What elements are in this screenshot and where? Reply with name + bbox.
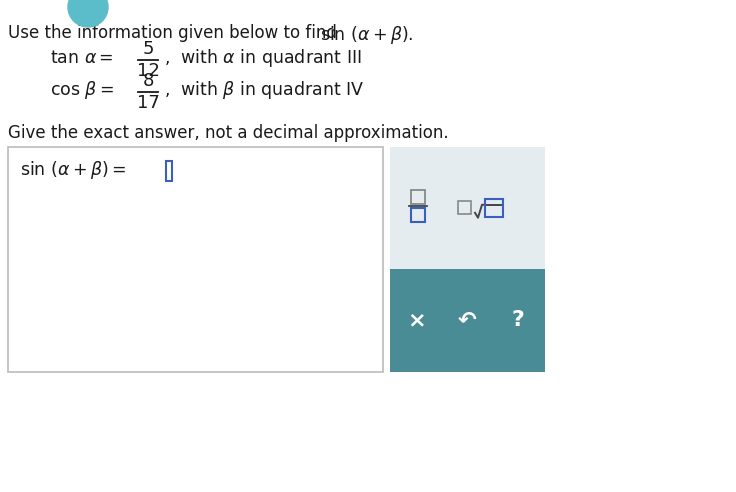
Text: ×: ×	[408, 310, 426, 330]
Text: $\cos\,\beta = $: $\cos\,\beta = $	[50, 79, 114, 101]
Bar	[411, 190, 425, 204]
Bar	[393, 272, 441, 369]
Bar	[166, 161, 172, 181]
Text: Give the exact answer, not a decimal approximation.: Give the exact answer, not a decimal app…	[8, 124, 449, 142]
Bar	[8, 147, 383, 372]
Text: Use the information given below to find: Use the information given below to find	[8, 24, 347, 42]
Text: $\sin\,(\alpha+\beta).$: $\sin\,(\alpha+\beta).$	[320, 24, 414, 46]
Text: ↶: ↶	[459, 310, 477, 330]
Text: 5: 5	[142, 40, 154, 58]
Text: 8: 8	[142, 72, 154, 90]
Circle shape	[68, 0, 108, 27]
Text: ?: ?	[512, 310, 525, 330]
Bar	[485, 199, 503, 217]
Bar	[495, 272, 542, 369]
Text: 17: 17	[137, 94, 160, 112]
Bar	[444, 272, 492, 369]
Text: $\tan\,\alpha = $: $\tan\,\alpha = $	[50, 49, 113, 67]
Bar	[411, 208, 425, 222]
Text: 12: 12	[137, 62, 160, 80]
Text: ,  with $\alpha$ in quadrant III: , with $\alpha$ in quadrant III	[164, 47, 362, 69]
Bar	[458, 201, 471, 214]
Bar	[390, 269, 545, 372]
Text: ,  with $\beta$ in quadrant IV: , with $\beta$ in quadrant IV	[164, 79, 364, 101]
Text: $\sin\,(\alpha + \beta) = $: $\sin\,(\alpha + \beta) = $	[20, 159, 126, 181]
Bar	[390, 147, 545, 269]
